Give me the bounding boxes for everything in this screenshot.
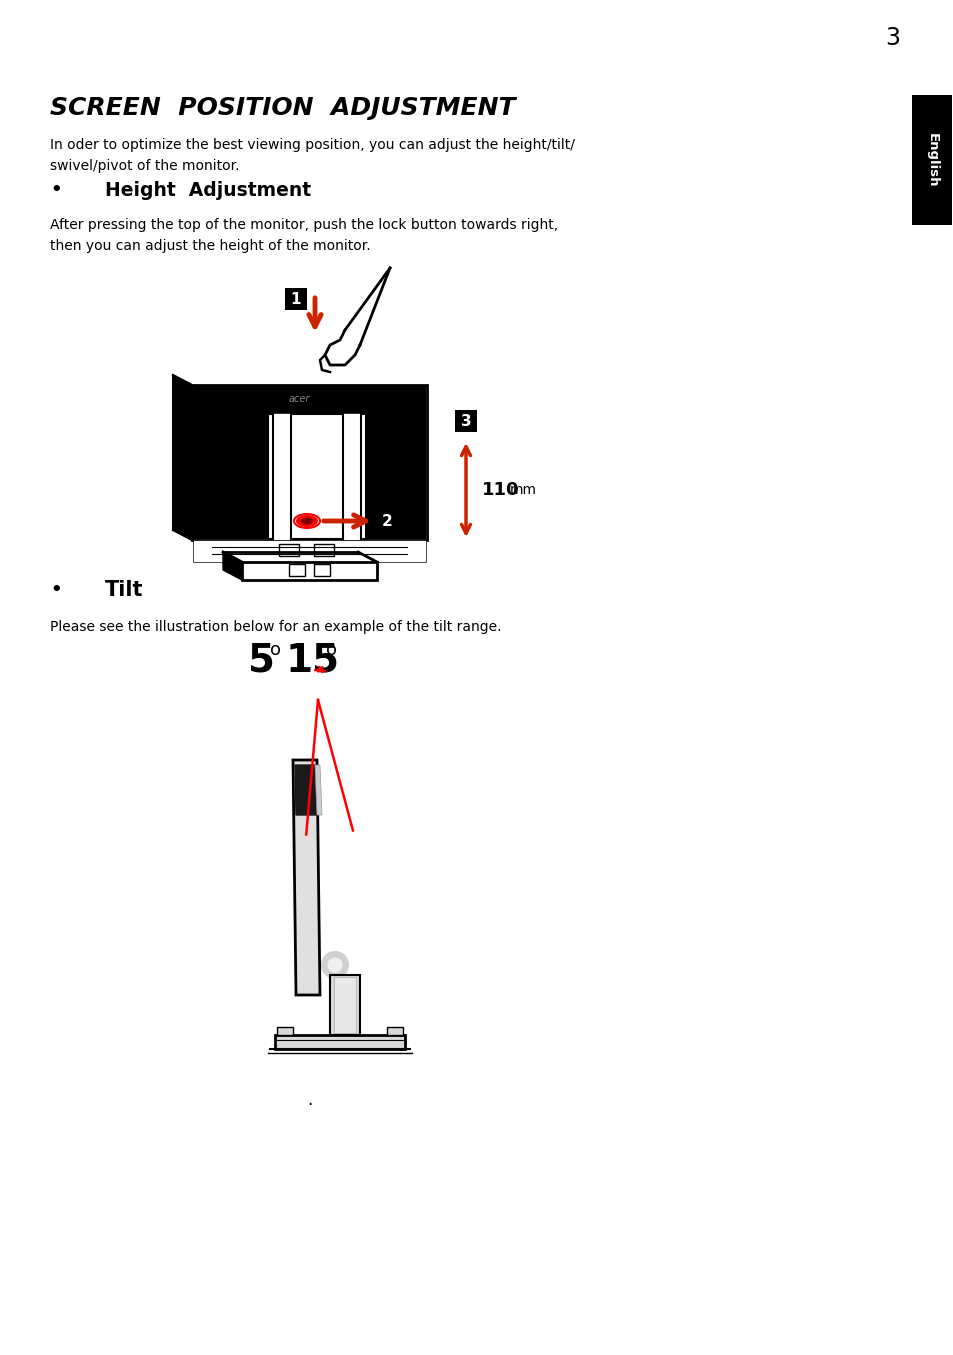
Circle shape bbox=[328, 958, 341, 972]
Text: SCREEN  POSITION  ADJUSTMENT: SCREEN POSITION ADJUSTMENT bbox=[50, 96, 515, 121]
FancyBboxPatch shape bbox=[193, 541, 426, 562]
FancyBboxPatch shape bbox=[193, 386, 426, 415]
Text: 1: 1 bbox=[291, 291, 301, 306]
Text: 5: 5 bbox=[248, 641, 274, 679]
FancyBboxPatch shape bbox=[314, 564, 330, 576]
Ellipse shape bbox=[301, 518, 313, 524]
Text: Tilt: Tilt bbox=[105, 580, 143, 600]
Circle shape bbox=[322, 953, 348, 978]
Polygon shape bbox=[343, 415, 360, 539]
Text: Please see the illustration below for an example of the tilt range.: Please see the illustration below for an… bbox=[50, 621, 501, 634]
FancyBboxPatch shape bbox=[289, 564, 305, 576]
Polygon shape bbox=[314, 766, 322, 814]
Ellipse shape bbox=[295, 515, 317, 527]
Text: o: o bbox=[270, 641, 281, 659]
Text: acer: acer bbox=[288, 394, 310, 404]
Text: o: o bbox=[326, 641, 336, 659]
FancyBboxPatch shape bbox=[285, 289, 307, 310]
Polygon shape bbox=[330, 976, 359, 1035]
Text: 110: 110 bbox=[481, 481, 519, 499]
FancyBboxPatch shape bbox=[192, 385, 427, 541]
Text: 3: 3 bbox=[460, 413, 471, 428]
FancyBboxPatch shape bbox=[268, 415, 366, 539]
FancyBboxPatch shape bbox=[276, 1027, 293, 1035]
Text: mm: mm bbox=[510, 482, 537, 497]
Circle shape bbox=[277, 500, 286, 508]
Polygon shape bbox=[172, 375, 192, 541]
Text: •: • bbox=[50, 182, 62, 199]
FancyBboxPatch shape bbox=[375, 509, 397, 533]
Text: After pressing the top of the monitor, push the lock button towards right,
then : After pressing the top of the monitor, p… bbox=[50, 218, 558, 252]
Text: .: . bbox=[307, 1091, 313, 1108]
Text: English: English bbox=[924, 133, 938, 187]
Polygon shape bbox=[274, 1035, 405, 1049]
Text: 15: 15 bbox=[286, 641, 340, 679]
Circle shape bbox=[348, 444, 355, 453]
FancyBboxPatch shape bbox=[314, 543, 334, 556]
Polygon shape bbox=[223, 551, 242, 580]
FancyBboxPatch shape bbox=[278, 543, 298, 556]
FancyBboxPatch shape bbox=[366, 415, 426, 539]
Circle shape bbox=[348, 500, 355, 508]
Text: 2: 2 bbox=[381, 514, 392, 528]
Circle shape bbox=[277, 444, 286, 453]
FancyBboxPatch shape bbox=[193, 415, 268, 539]
Text: In oder to optimize the best viewing position, you can adjust the height/tilt/
s: In oder to optimize the best viewing pos… bbox=[50, 138, 575, 172]
Text: •: • bbox=[50, 581, 62, 599]
Polygon shape bbox=[293, 760, 319, 995]
FancyBboxPatch shape bbox=[387, 1027, 402, 1035]
Polygon shape bbox=[334, 977, 355, 1033]
Polygon shape bbox=[273, 415, 291, 539]
FancyBboxPatch shape bbox=[911, 95, 951, 225]
FancyBboxPatch shape bbox=[242, 562, 376, 580]
Text: Height  Adjustment: Height Adjustment bbox=[105, 180, 311, 199]
FancyBboxPatch shape bbox=[455, 411, 476, 432]
Polygon shape bbox=[294, 766, 317, 814]
Text: 3: 3 bbox=[884, 26, 900, 50]
